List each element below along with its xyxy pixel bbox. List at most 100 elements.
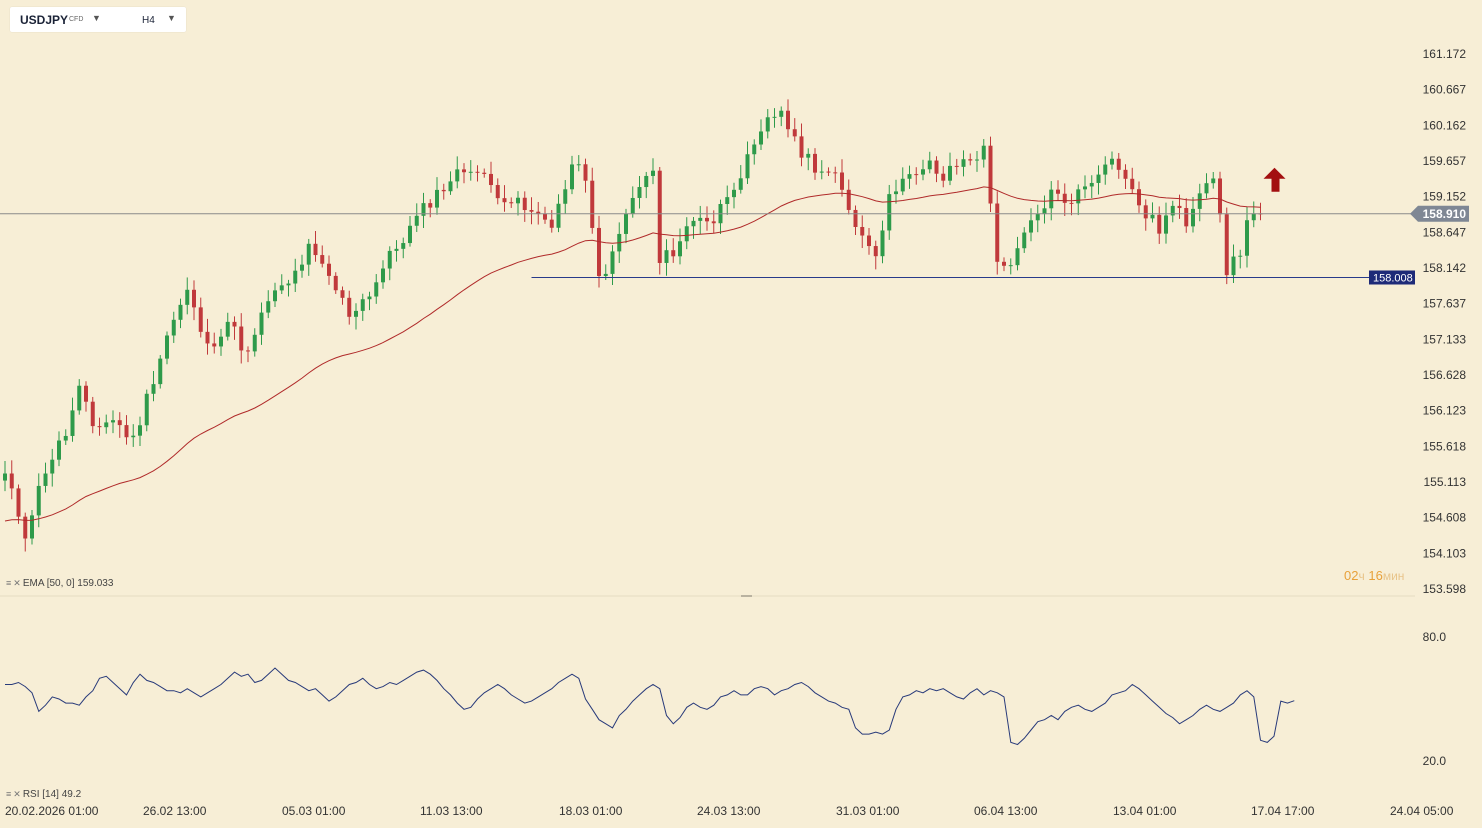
caret-down-icon[interactable]: ▼ bbox=[167, 13, 176, 23]
candle-body bbox=[111, 420, 115, 423]
candle-body bbox=[219, 336, 223, 347]
candle-body bbox=[1062, 193, 1067, 203]
candle-body bbox=[914, 174, 919, 176]
candle-body bbox=[576, 164, 581, 166]
candle-body bbox=[414, 215, 419, 226]
close-x-icon[interactable]: ✕ bbox=[13, 789, 20, 799]
candle-body bbox=[765, 117, 770, 132]
candle-body bbox=[43, 473, 48, 486]
candle-body bbox=[927, 160, 932, 170]
instrument-type: CFD bbox=[69, 16, 84, 23]
candle-body bbox=[246, 350, 250, 352]
time-tick-label: 26.02 13:00 bbox=[143, 804, 207, 818]
candle-body bbox=[131, 435, 136, 438]
candle-body bbox=[394, 248, 399, 251]
price-tick-label: 156.628 bbox=[1423, 368, 1467, 382]
candle-body bbox=[1076, 189, 1081, 204]
caret-down-icon[interactable]: ▼ bbox=[92, 13, 101, 23]
candle-body bbox=[536, 211, 541, 215]
candle-body bbox=[738, 178, 743, 190]
candle-body bbox=[252, 334, 257, 352]
candle-body bbox=[597, 227, 601, 277]
candle-body bbox=[732, 189, 736, 198]
candle-body bbox=[23, 516, 28, 539]
candle-body bbox=[1150, 214, 1155, 219]
candle-body bbox=[320, 255, 325, 264]
candle-body bbox=[1218, 178, 1222, 215]
candle-body bbox=[1204, 183, 1209, 194]
symbol-selector[interactable]: USDJPY CFD ▼ H4 ▼ bbox=[10, 7, 186, 32]
rsi-label-text: RSI [14] 49.2 bbox=[22, 789, 82, 800]
symbol-name[interactable]: USDJPY bbox=[20, 13, 69, 27]
time-axis: 20.02.2026 01:00 26.02 13:00 05.03 01:00 11… bbox=[5, 804, 1454, 818]
timer-hours-unit: ч bbox=[1358, 569, 1365, 583]
candle-body bbox=[867, 235, 871, 247]
candle-body bbox=[826, 171, 831, 173]
candle-body bbox=[786, 110, 790, 130]
price-tick-label: 154.103 bbox=[1423, 546, 1467, 560]
candle-body bbox=[1123, 169, 1128, 179]
candle-body bbox=[138, 425, 142, 436]
settings-lines-icon[interactable]: ≡ bbox=[6, 578, 11, 588]
candle-body bbox=[799, 136, 804, 158]
candle-body bbox=[455, 169, 460, 182]
candle-body bbox=[981, 145, 986, 160]
candle-body bbox=[894, 191, 898, 195]
candle-body bbox=[995, 203, 1000, 262]
time-tick-label: 31.03 01:00 bbox=[836, 804, 900, 818]
support-level-badge: 158.008 bbox=[1369, 270, 1415, 285]
candle-body bbox=[367, 296, 372, 300]
candle-body bbox=[36, 485, 41, 516]
settings-lines-icon[interactable]: ≡ bbox=[6, 789, 11, 799]
candle-body bbox=[448, 181, 453, 192]
candle-body bbox=[610, 251, 615, 274]
candle-body bbox=[387, 250, 392, 269]
candle-body bbox=[1022, 232, 1027, 249]
candle-body bbox=[1029, 220, 1033, 233]
candle-body bbox=[968, 159, 973, 161]
timeframe-selector[interactable]: H4 bbox=[142, 15, 155, 26]
candle-body bbox=[684, 226, 689, 242]
current-price-label: 158.910 bbox=[1423, 207, 1467, 221]
time-tick-label: 18.03 01:00 bbox=[559, 804, 623, 818]
candle-body bbox=[300, 264, 304, 271]
time-tick-label: 17.04 17:00 bbox=[1251, 804, 1315, 818]
candle-body bbox=[1197, 193, 1202, 209]
candle-body bbox=[293, 270, 298, 284]
price-tick-label: 161.172 bbox=[1423, 47, 1467, 61]
candle-body bbox=[259, 312, 264, 335]
candle-body bbox=[921, 169, 925, 175]
candle-body bbox=[570, 164, 574, 190]
candle-body bbox=[516, 197, 520, 204]
candle-body bbox=[1103, 164, 1108, 175]
candle-body bbox=[772, 116, 777, 118]
candle-body bbox=[1170, 205, 1175, 216]
close-x-icon[interactable]: ✕ bbox=[13, 578, 20, 588]
candle-body bbox=[495, 185, 500, 199]
candle-body bbox=[1008, 265, 1013, 267]
candle-body bbox=[327, 263, 331, 276]
candle-body bbox=[671, 250, 676, 257]
candle-body bbox=[313, 243, 318, 256]
candle-body bbox=[502, 198, 507, 203]
price-axis: 161.172 160.667 160.162 159.657 159.152 158.6… bbox=[1423, 47, 1467, 596]
candle-body bbox=[988, 145, 993, 204]
candle-countdown-timer: 02ч 16мин bbox=[1344, 568, 1404, 583]
candle-body bbox=[1069, 202, 1074, 204]
candle-body bbox=[590, 180, 595, 228]
candle-body bbox=[691, 220, 696, 227]
candle-body bbox=[354, 310, 358, 317]
candle-body bbox=[1177, 205, 1182, 209]
candle-body bbox=[333, 275, 338, 291]
candle-body bbox=[1157, 214, 1162, 234]
candlestick-series bbox=[3, 99, 1263, 552]
candle-body bbox=[1049, 189, 1054, 209]
candle-body bbox=[192, 289, 196, 308]
candle-body bbox=[144, 393, 149, 426]
candle-body bbox=[1245, 220, 1249, 256]
candle-body bbox=[441, 189, 446, 192]
candle-body bbox=[1096, 174, 1101, 183]
candle-body bbox=[1002, 261, 1006, 266]
candle-body bbox=[225, 321, 230, 337]
